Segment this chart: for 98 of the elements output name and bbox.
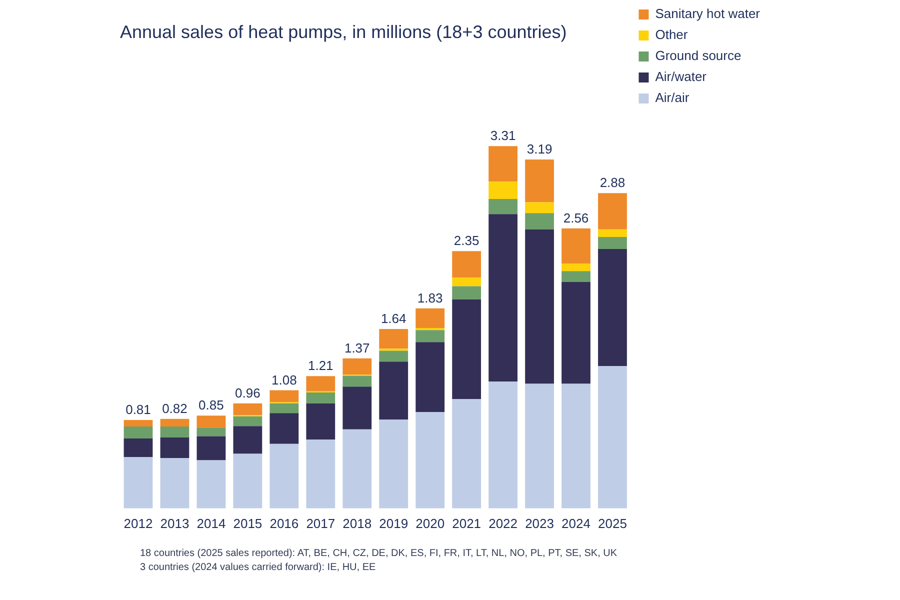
annotation: 2.56 <box>563 210 589 226</box>
bar <box>196 460 226 508</box>
bar <box>160 437 190 458</box>
x-tick-label: 2017 <box>306 516 336 531</box>
bar <box>452 251 482 278</box>
x-tick-label: 2018 <box>342 516 372 531</box>
bar <box>416 412 445 508</box>
bar <box>488 382 518 508</box>
annotation: 1.37 <box>344 340 370 356</box>
bar <box>379 350 408 362</box>
bar <box>562 263 590 272</box>
bar <box>452 286 482 300</box>
bar <box>562 384 590 508</box>
bar <box>306 440 336 508</box>
bar <box>160 426 190 438</box>
bar <box>598 229 627 238</box>
annotation: 3.19 <box>526 142 552 157</box>
x-tick-label: 2025 <box>598 516 627 531</box>
bar <box>452 299 482 399</box>
bar <box>488 214 518 382</box>
annotation: 0.81 <box>126 402 151 418</box>
text: 18 countries (2025 sales reported): AT, BE, CH, CZ, DE, DK, ES, FI, FR, IT, LT, NL, NO, PL, PT, SE, SK, UK <box>140 547 618 561</box>
bar <box>160 418 190 427</box>
annotation: 1.21 <box>308 358 334 374</box>
bar <box>124 438 153 457</box>
bar <box>270 390 299 402</box>
bar <box>379 329 408 349</box>
bar <box>598 366 627 508</box>
bar <box>342 376 372 387</box>
bar <box>233 426 262 454</box>
bar <box>196 428 226 436</box>
bar <box>416 342 445 412</box>
x-tick-label: 2019 <box>379 516 408 531</box>
legend-label: Other <box>655 27 688 42</box>
bar <box>452 278 482 286</box>
x-tick-label: 2012 <box>124 516 153 531</box>
bar <box>379 362 408 420</box>
annotation: 1.64 <box>380 311 406 326</box>
bar <box>233 416 262 426</box>
bar <box>525 202 554 214</box>
bar <box>124 426 153 438</box>
x-tick-label: 2022 <box>488 516 518 531</box>
legend-label: Ground source <box>655 48 742 64</box>
bar <box>562 282 590 384</box>
annotation: 2.35 <box>454 233 480 248</box>
legend-label: Sanitary hot water <box>655 6 761 22</box>
x-tick-label: 2020 <box>416 516 445 531</box>
bar <box>306 403 336 440</box>
legend-label: Air/air <box>655 90 690 106</box>
bar <box>160 458 190 508</box>
legend-label: Air/water <box>655 69 708 84</box>
bar <box>525 213 554 230</box>
bar <box>598 248 627 366</box>
bar <box>342 429 372 508</box>
annotation: 2.88 <box>600 175 626 190</box>
bar <box>452 398 482 508</box>
bar <box>562 228 590 264</box>
annotation: 1.08 <box>272 372 297 388</box>
text: 3 countries (2024 values carried forward): IE, HU, EE <box>140 561 377 575</box>
bar <box>379 420 408 508</box>
bar <box>270 413 299 444</box>
bar <box>488 198 518 214</box>
annotation: 3.31 <box>490 128 516 144</box>
bar <box>525 159 554 202</box>
bar <box>416 328 445 330</box>
x-tick-label: 2015 <box>233 516 262 531</box>
bar <box>306 376 336 392</box>
bar <box>488 182 518 199</box>
bar <box>598 237 627 249</box>
bar <box>416 308 445 328</box>
bar <box>416 330 445 342</box>
bar <box>196 416 226 428</box>
bar <box>233 454 262 508</box>
annotation: 0.85 <box>198 398 224 413</box>
annotation: 0.96 <box>235 385 260 400</box>
x-tick-label: 2013 <box>160 516 190 531</box>
bar <box>598 193 627 230</box>
chart-title: Annual sales of heat pumps, in millions (18+3 countries) <box>120 22 567 42</box>
x-tick-label: 2016 <box>270 516 299 531</box>
bar <box>306 392 336 404</box>
x-tick-label: 2021 <box>452 516 482 531</box>
bar <box>525 229 554 384</box>
x-tick-label: 2024 <box>562 516 590 531</box>
x-tick-label: 2023 <box>525 516 554 531</box>
bar <box>233 403 262 416</box>
x-tick-label: 2014 <box>196 516 226 531</box>
bar <box>342 386 372 430</box>
annotation: 0.82 <box>162 400 188 416</box>
bar <box>124 420 153 427</box>
bar <box>525 384 554 508</box>
bar <box>270 444 299 508</box>
bar <box>196 436 226 460</box>
bar <box>342 358 372 375</box>
annotation: 1.83 <box>417 290 443 306</box>
bar <box>124 456 153 508</box>
bar <box>488 146 518 182</box>
bar <box>270 403 299 414</box>
bar <box>562 271 590 282</box>
